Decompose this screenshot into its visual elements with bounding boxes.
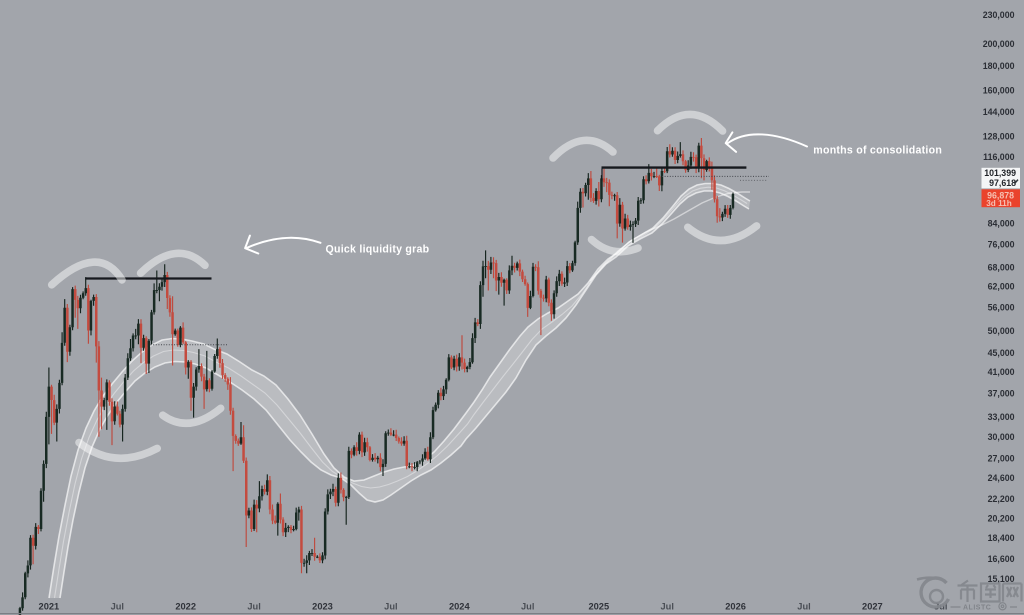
svg-text:41,000: 41,000	[988, 367, 1015, 377]
svg-text:62,000: 62,000	[988, 282, 1015, 292]
svg-text:128,000: 128,000	[983, 132, 1015, 142]
svg-text:Jul: Jul	[111, 602, 124, 612]
svg-text:101,399: 101,399	[984, 168, 1016, 178]
svg-text:22,200: 22,200	[988, 494, 1015, 504]
svg-text:Jul: Jul	[521, 602, 534, 612]
svg-text:144,000: 144,000	[983, 107, 1015, 117]
svg-text:3d 11h: 3d 11h	[986, 199, 1012, 208]
svg-text:180,000: 180,000	[983, 61, 1015, 71]
svg-text:30,000: 30,000	[988, 432, 1015, 442]
svg-text:96,878: 96,878	[987, 190, 1014, 200]
svg-text:37,000: 37,000	[988, 388, 1015, 398]
svg-text:Jul: Jul	[797, 602, 810, 612]
svg-text:20,200: 20,200	[988, 514, 1015, 524]
svg-text:97,618: 97,618	[989, 178, 1016, 188]
svg-text:45,000: 45,000	[988, 348, 1015, 358]
svg-text:15,100: 15,100	[988, 574, 1015, 584]
svg-text:56,000: 56,000	[988, 303, 1015, 313]
svg-text:2027: 2027	[862, 602, 883, 612]
svg-text:2022: 2022	[175, 602, 196, 612]
svg-text:200,000: 200,000	[983, 39, 1015, 49]
svg-text:2024: 2024	[449, 602, 471, 612]
svg-text:50,000: 50,000	[988, 326, 1015, 336]
svg-text:2026: 2026	[725, 602, 746, 612]
svg-text:2023: 2023	[312, 602, 333, 612]
svg-text:months of consolidation: months of consolidation	[813, 145, 942, 157]
svg-text:27,000: 27,000	[988, 454, 1015, 464]
svg-text:Jul: Jul	[384, 602, 397, 612]
svg-text:160,000: 160,000	[983, 85, 1015, 95]
svg-text:Jul: Jul	[247, 602, 260, 612]
svg-text:ALISTC: ALISTC	[963, 605, 991, 612]
svg-text:24,600: 24,600	[988, 473, 1015, 483]
svg-text:Jul: Jul	[660, 602, 673, 612]
svg-text:84,000: 84,000	[988, 219, 1015, 229]
svg-text:18,400: 18,400	[988, 533, 1015, 543]
svg-text:68,000: 68,000	[988, 262, 1015, 272]
svg-text:116,000: 116,000	[983, 152, 1014, 162]
svg-text:2021: 2021	[39, 602, 60, 612]
svg-text:2025: 2025	[588, 602, 609, 612]
svg-text:33,000: 33,000	[988, 412, 1015, 422]
svg-text:Quick liquidity grab: Quick liquidity grab	[326, 243, 430, 255]
svg-text:230,000: 230,000	[983, 10, 1015, 20]
svg-text:76,000: 76,000	[988, 239, 1015, 249]
svg-text:16,600: 16,600	[988, 554, 1015, 564]
